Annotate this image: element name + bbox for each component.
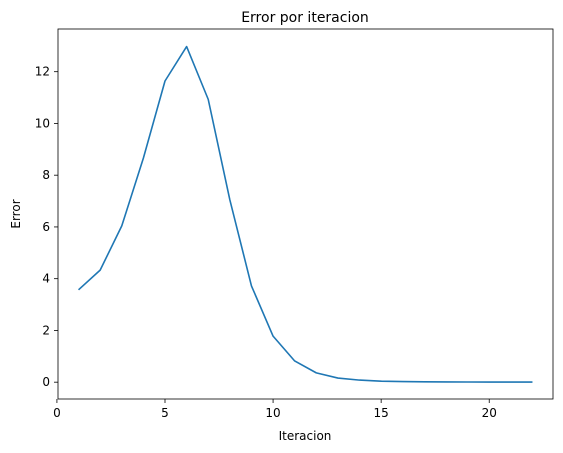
y-tick-label: 12 <box>35 65 50 79</box>
y-axis-ticks: 0 2 4 6 8 10 12 <box>35 65 58 389</box>
y-tick-label: 2 <box>42 323 50 337</box>
chart-title: Error por iteracion <box>241 10 369 26</box>
y-tick-label: 8 <box>42 168 50 182</box>
x-tick-label: 20 <box>482 406 497 420</box>
x-axis-ticks: 0 5 10 15 20 <box>53 399 497 420</box>
x-tick-label: 0 <box>53 406 61 420</box>
y-axis-label: Error <box>9 199 23 228</box>
x-tick-label: 5 <box>161 406 169 420</box>
x-tick-label: 15 <box>374 406 389 420</box>
y-tick-label: 0 <box>42 375 50 389</box>
x-axis-label: Iteracion <box>279 429 332 443</box>
series-layer <box>77 45 533 383</box>
plot-frame <box>57 28 554 400</box>
series-line-0 <box>77 45 533 383</box>
y-tick-label: 6 <box>42 220 50 234</box>
y-tick-label: 4 <box>42 272 50 286</box>
x-tick-label: 10 <box>265 406 280 420</box>
y-tick-label: 10 <box>35 116 50 130</box>
